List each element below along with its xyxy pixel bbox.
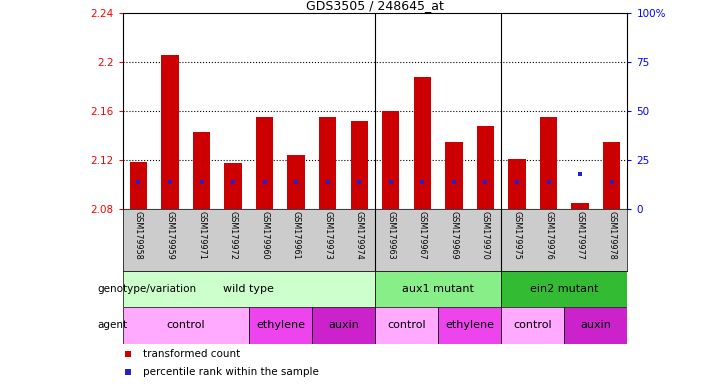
Text: GSM179958: GSM179958 [134,211,143,260]
Text: GSM179961: GSM179961 [292,211,301,260]
Text: GSM179977: GSM179977 [576,211,585,260]
Text: GSM179975: GSM179975 [512,211,522,260]
Text: auxin: auxin [328,320,359,331]
Text: control: control [387,320,426,331]
Text: GSM179974: GSM179974 [355,211,364,260]
Text: ethylene: ethylene [256,320,305,331]
Text: genotype/variation: genotype/variation [97,284,196,294]
Text: control: control [166,320,205,331]
Bar [438,307,501,344]
Text: GSM179978: GSM179978 [607,211,616,260]
Text: transformed count: transformed count [143,349,240,359]
Bar [445,142,463,209]
Bar [350,121,368,209]
Bar [571,203,589,209]
Text: GSM179976: GSM179976 [544,211,553,260]
Bar [477,126,494,209]
Bar [123,271,375,307]
Text: GSM179973: GSM179973 [323,211,332,260]
Title: GDS3505 / 248645_at: GDS3505 / 248645_at [306,0,444,12]
Text: ethylene: ethylene [445,320,494,331]
Bar [287,156,305,209]
Bar [312,307,375,344]
Bar [123,307,249,344]
Bar [249,307,312,344]
Text: GSM179960: GSM179960 [260,211,269,260]
Text: GSM179971: GSM179971 [197,211,206,260]
Text: agent: agent [97,320,128,331]
Bar [130,162,147,209]
Text: ein2 mutant: ein2 mutant [530,284,599,294]
Bar [603,142,620,209]
Bar [540,118,557,209]
Text: GSM179969: GSM179969 [449,211,458,260]
Bar [501,307,564,344]
Text: auxin: auxin [580,320,611,331]
Bar [382,111,400,209]
Text: GSM179963: GSM179963 [386,211,395,260]
Text: GSM179959: GSM179959 [165,211,175,260]
Text: control: control [513,320,552,331]
Text: GSM179970: GSM179970 [481,211,490,260]
Bar [508,159,526,209]
Text: wild type: wild type [224,284,274,294]
Text: aux1 mutant: aux1 mutant [402,284,474,294]
Bar [375,271,501,307]
Bar [564,307,627,344]
Bar [161,55,179,209]
Bar [319,118,336,209]
Text: GSM179967: GSM179967 [418,211,427,260]
Bar [193,132,210,209]
Bar [256,118,273,209]
Text: GSM179972: GSM179972 [229,211,238,260]
Bar [414,77,431,209]
Bar [375,307,438,344]
Bar [501,271,627,307]
Text: percentile rank within the sample: percentile rank within the sample [143,367,319,377]
Bar [224,163,242,209]
